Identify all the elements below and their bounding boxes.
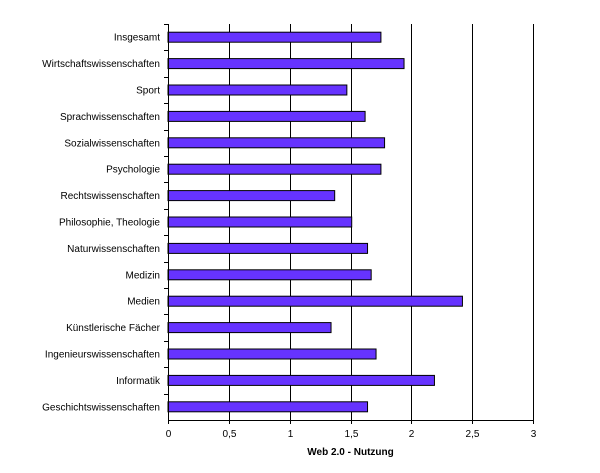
category-label: Informatik (116, 376, 161, 387)
category-label: Insgesamt (114, 33, 160, 44)
x-tick-label: 0,5 (223, 429, 237, 440)
bar (167, 216, 353, 228)
bar (167, 295, 463, 307)
category-label: Sprachwissenschaften (60, 112, 160, 123)
category-label: Geschichtswissenschaften (42, 402, 160, 413)
bar (167, 31, 382, 43)
category-label: Naturwissenschaften (67, 244, 160, 255)
category-label: Philosophie, Theologie (59, 218, 160, 229)
category-label: Ingenieurswissenschaften (45, 350, 160, 361)
x-tick-label: 2 (409, 429, 415, 440)
x-tick-label: 1 (288, 429, 294, 440)
bar (167, 322, 332, 334)
category-label: Künstlerische Fächer (66, 323, 161, 334)
category-label: Sport (136, 86, 160, 97)
bar (167, 110, 366, 122)
x-tick-label: 1,5 (345, 429, 359, 440)
bar (167, 348, 377, 360)
bar (167, 190, 336, 202)
category-label: Sozialwissenschaften (64, 138, 160, 149)
x-tick-label: 3 (531, 429, 537, 440)
x-tick-label: 0 (166, 429, 172, 440)
category-label: Medizin (126, 270, 160, 281)
bar (167, 163, 382, 175)
bar (167, 84, 348, 96)
bar (167, 242, 369, 254)
category-labels: Insgesamt Wirtschaftswissenschaften Sport S… (42, 24, 168, 413)
bars (167, 31, 463, 413)
category-label: Wirtschaftswissenschaften (42, 59, 160, 70)
bar (167, 58, 405, 70)
bar (167, 374, 435, 386)
category-label: Rechtswissenschaften (61, 191, 161, 202)
x-axis-title: Web 2.0 - Nutzung (307, 447, 393, 458)
bar (167, 137, 386, 149)
x-tick-labels: 0 0,5 1 1,5 2 2,5 3 (166, 420, 537, 440)
bar (167, 269, 372, 281)
bar (167, 401, 369, 413)
x-tick-label: 2,5 (466, 429, 480, 440)
category-label: Medien (127, 297, 160, 308)
category-label: Psychologie (106, 165, 160, 176)
